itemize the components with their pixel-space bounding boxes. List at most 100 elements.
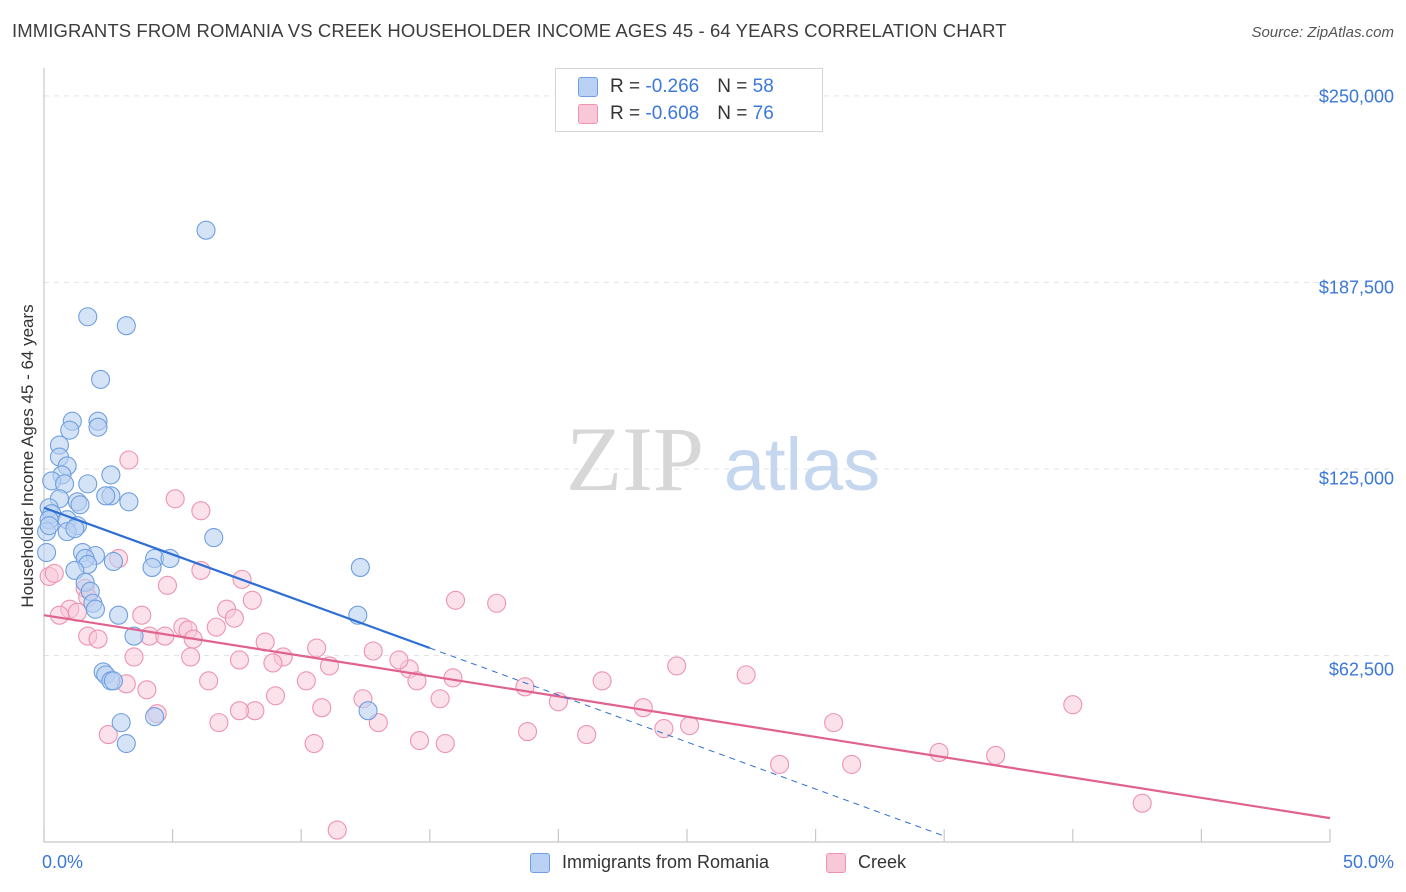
creek-point bbox=[296, 671, 316, 691]
creek-point bbox=[88, 629, 108, 649]
romania-point bbox=[39, 516, 59, 536]
r-label: R = bbox=[610, 103, 646, 124]
creek-point bbox=[49, 605, 69, 625]
creek-point bbox=[206, 617, 226, 637]
creek-point bbox=[986, 745, 1006, 766]
creek-point bbox=[132, 605, 152, 625]
creek-point bbox=[44, 563, 64, 583]
romania-point bbox=[88, 417, 108, 437]
romania-point bbox=[78, 307, 98, 327]
creek-point bbox=[445, 590, 466, 610]
romania-point bbox=[116, 316, 136, 336]
x-tick-label-min: 0.0% bbox=[42, 852, 84, 872]
romania-point bbox=[103, 671, 123, 691]
axes bbox=[43, 68, 1331, 843]
creek-point bbox=[409, 730, 430, 751]
watermark-zip: ZIP bbox=[566, 408, 704, 510]
r-label: R = bbox=[610, 76, 646, 97]
creek-point bbox=[242, 590, 262, 610]
romania-point bbox=[101, 465, 121, 485]
creek-point bbox=[229, 650, 250, 670]
y-tick-label: $187,500 bbox=[1318, 277, 1394, 298]
romania-trend-line bbox=[43, 506, 431, 650]
romania-point bbox=[109, 605, 129, 625]
creek-point bbox=[312, 698, 332, 718]
n-label: N = bbox=[717, 76, 753, 97]
creek-trend-line bbox=[43, 614, 1331, 820]
creek-point bbox=[199, 671, 219, 691]
creek-point bbox=[307, 638, 327, 658]
legend-swatch-pink bbox=[578, 104, 598, 124]
romania-point bbox=[350, 557, 370, 577]
n-value: 58 bbox=[752, 76, 774, 97]
creek-point bbox=[592, 671, 612, 691]
creek-point bbox=[407, 671, 427, 691]
creek-point bbox=[577, 725, 597, 745]
creek-points bbox=[39, 450, 1152, 840]
creek-point bbox=[209, 713, 229, 733]
romania-trend-extension bbox=[429, 647, 945, 837]
romania-point bbox=[103, 551, 123, 572]
creek-point bbox=[119, 450, 139, 470]
romania-point bbox=[96, 486, 116, 506]
creek-point bbox=[98, 725, 118, 745]
n-value: 76 bbox=[752, 103, 774, 124]
bottom-swatch-blue bbox=[530, 852, 550, 873]
creek-point bbox=[137, 680, 157, 700]
romania-point bbox=[116, 733, 136, 754]
creek-point bbox=[842, 754, 862, 774]
creek-point bbox=[487, 593, 507, 613]
creek-point bbox=[929, 742, 949, 763]
romania-point bbox=[70, 495, 90, 515]
creek-point bbox=[824, 713, 844, 733]
romania-point bbox=[119, 492, 139, 512]
romania-point bbox=[37, 542, 57, 563]
romania-point bbox=[60, 420, 80, 440]
r-value: -0.608 bbox=[645, 103, 700, 124]
creek-point bbox=[770, 754, 790, 774]
creek-point bbox=[736, 665, 756, 685]
romania-point bbox=[91, 369, 111, 389]
creek-point bbox=[304, 733, 324, 754]
creek-point bbox=[517, 722, 538, 742]
romania-point bbox=[204, 528, 224, 548]
y-tick-label: $250,000 bbox=[1318, 86, 1394, 107]
creek-point bbox=[1063, 695, 1083, 715]
creek-point bbox=[389, 650, 409, 670]
y-axis-label: Householder Income Ages 45 - 64 years bbox=[18, 304, 37, 608]
legend-row-creek: R = -0.608 N = 76 bbox=[578, 102, 774, 126]
n-label: N = bbox=[717, 103, 753, 124]
stats-legend: R = -0.266 N = 58 R = -0.608 N = 76 bbox=[555, 68, 823, 132]
legend-swatch-blue bbox=[578, 77, 598, 97]
creek-point bbox=[124, 647, 144, 667]
trend-lines bbox=[43, 506, 1331, 837]
romania-point bbox=[78, 474, 98, 494]
bottom-legend-romania: Immigrants from Romania bbox=[530, 852, 769, 873]
bottom-swatch-pink bbox=[826, 852, 846, 873]
creek-point bbox=[435, 733, 455, 754]
bottom-legend-creek: Creek bbox=[826, 852, 906, 873]
romania-point bbox=[145, 707, 165, 727]
romania-point bbox=[358, 701, 378, 721]
creek-point bbox=[327, 820, 347, 840]
creek-point bbox=[430, 689, 450, 709]
creek-point bbox=[181, 647, 201, 667]
legend-row-romania: R = -0.266 N = 58 bbox=[578, 75, 774, 99]
bottom-legend-label: Immigrants from Romania bbox=[562, 852, 770, 872]
creek-point bbox=[224, 608, 244, 628]
bottom-legend-label: Creek bbox=[858, 852, 907, 872]
romania-point bbox=[142, 557, 162, 577]
romania-point bbox=[85, 599, 105, 619]
creek-point bbox=[667, 656, 687, 676]
creek-point bbox=[165, 489, 185, 509]
creek-point bbox=[157, 575, 178, 595]
chart-title: IMMIGRANTS FROM ROMANIA VS CREEK HOUSEHO… bbox=[12, 20, 1007, 41]
creek-point bbox=[263, 653, 283, 673]
r-value: -0.266 bbox=[645, 76, 700, 97]
source-label: Source: ZipAtlas.com bbox=[1251, 24, 1394, 41]
y-tick-label: $125,000 bbox=[1318, 468, 1394, 489]
creek-point bbox=[265, 686, 286, 706]
watermark-atlas: atlas bbox=[724, 423, 880, 506]
